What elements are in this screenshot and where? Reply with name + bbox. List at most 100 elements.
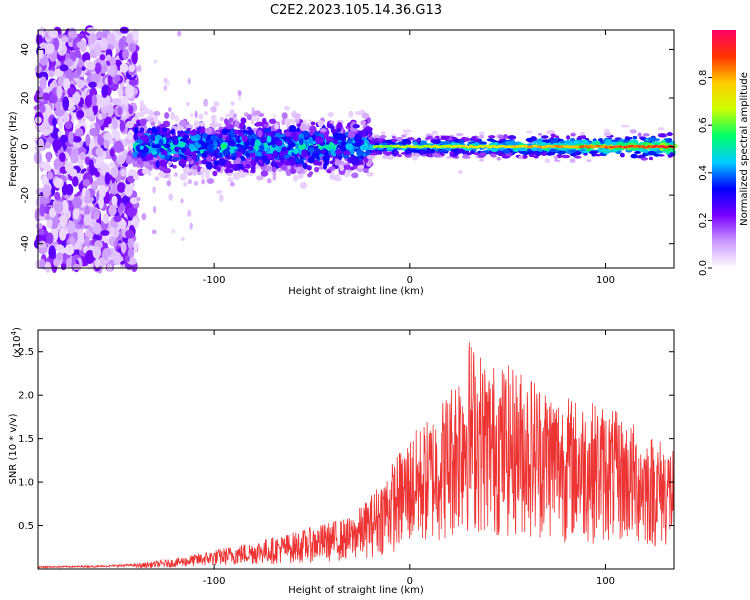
noise-cell (83, 214, 93, 226)
colorbar-tick-label: 0.2 (698, 212, 709, 228)
line-cell (580, 131, 585, 136)
line-cell (504, 140, 512, 146)
noise-cell (132, 28, 139, 42)
band-cell (159, 166, 167, 171)
snr-y-tick-label: 1.0 (18, 478, 34, 489)
line-cell (376, 147, 385, 151)
noise-cell (117, 106, 123, 116)
noise-cell (91, 94, 97, 107)
line-cell (570, 138, 575, 142)
band-cell (285, 168, 292, 177)
band-cell (302, 130, 310, 138)
noise-cell (70, 148, 79, 157)
snr-frame (37, 329, 675, 570)
band-cell (192, 164, 198, 170)
noise-cell (168, 106, 172, 113)
band-cell (232, 172, 240, 181)
band-cell (361, 112, 370, 119)
y-tick: -40 (20, 236, 674, 252)
noise-cell (124, 184, 133, 197)
line-cell (391, 135, 396, 139)
noise-cell (108, 205, 117, 216)
band-cell (217, 123, 222, 128)
noise-cell (113, 140, 124, 153)
band-cell (179, 141, 186, 148)
band-cell (353, 142, 362, 148)
snr-y-tick-label: 1.5 (18, 434, 34, 445)
snr-panel: -100 0 100 0.5 1.0 1.5 2.0 2.5 Height of strai… (8, 327, 675, 596)
band-cell (172, 164, 177, 169)
spectrogram-x-tick-label: -100 (203, 275, 226, 286)
line-cell (411, 156, 419, 161)
band-cell (205, 156, 213, 162)
line-cell (537, 133, 543, 136)
band-cell (179, 119, 187, 127)
noise-cell (272, 174, 277, 181)
band-cell (348, 110, 354, 118)
snr-y-tick-label: 2.0 (18, 391, 34, 402)
band-cell (228, 169, 234, 173)
band-cell (240, 117, 247, 125)
noise-cell (125, 255, 131, 263)
band-cell (143, 107, 150, 115)
line-cell (366, 154, 376, 160)
noise-cell (44, 261, 52, 273)
noise-cell (88, 81, 97, 88)
noise-cell (54, 244, 65, 251)
spectrogram-cells (33, 25, 678, 274)
band-cell (320, 149, 326, 155)
noise-cell (114, 74, 121, 82)
band-cell (364, 126, 373, 132)
line-cell (445, 156, 454, 159)
band-cell (281, 146, 287, 152)
band-cell (172, 138, 179, 146)
line-cell (586, 159, 592, 163)
band-cell (273, 137, 280, 142)
band-cell (314, 147, 320, 153)
noise-cell (237, 96, 242, 101)
noise-cell (94, 42, 102, 57)
noise-cell (89, 127, 99, 137)
noise-cell (187, 77, 191, 85)
line-cell (569, 158, 576, 164)
spectrogram-x-tick-label: 0 (407, 275, 413, 286)
noise-cell (62, 111, 70, 124)
band-cell (337, 121, 343, 129)
noise-cell (54, 191, 61, 201)
line-cell (385, 139, 392, 143)
line-cell (598, 138, 603, 142)
line-cell (532, 140, 542, 144)
band-cell (345, 143, 354, 151)
noise-cell (54, 108, 65, 117)
line-cell (489, 153, 496, 156)
band-cell (281, 136, 287, 141)
line-cell (522, 150, 528, 155)
band-cell (328, 166, 336, 171)
line-cell (561, 154, 571, 159)
line-cell (380, 135, 387, 139)
noise-cell (194, 110, 198, 119)
noise-cell (125, 155, 133, 165)
band-cell (306, 165, 312, 171)
noise-cell (75, 127, 84, 137)
band-cell (329, 160, 335, 165)
line-cell (577, 135, 586, 139)
colorbar: 0.0 0.2 0.4 0.6 0.8 Normalized spectral ampl… (698, 30, 750, 276)
band-cell (325, 137, 334, 142)
colorbar-tick-label: 0.0 (698, 260, 709, 276)
noise-cell (72, 263, 81, 271)
noise-cell (174, 115, 180, 122)
band-cell (354, 134, 361, 143)
noise-cell (189, 222, 193, 230)
colorbar-tick: 0.2 (698, 212, 712, 228)
band-cell (173, 153, 180, 158)
noise-cell (79, 152, 86, 161)
line-cell (637, 132, 642, 138)
noise-cell (79, 40, 87, 52)
band-cell (334, 161, 340, 166)
line-cell (549, 152, 556, 156)
line-cell (593, 153, 602, 157)
line-cell (373, 135, 382, 139)
line-cell (444, 140, 452, 145)
line-cell (669, 152, 674, 157)
